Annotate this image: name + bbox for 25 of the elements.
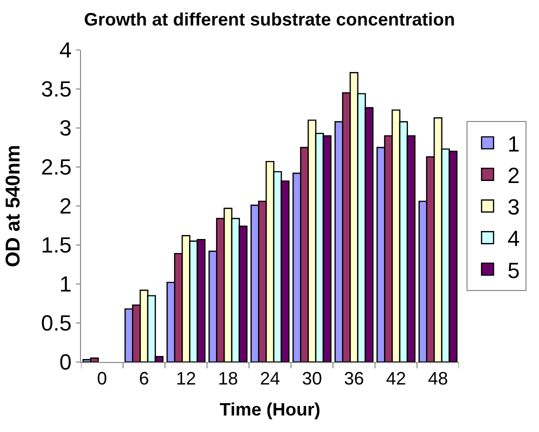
x-tick-label: 30 [302, 368, 322, 389]
x-tick-label: 42 [386, 368, 406, 389]
y-tick-label: 2.5 [41, 154, 72, 180]
x-tick-label: 24 [260, 368, 280, 389]
legend-label: 2 [508, 162, 520, 188]
y-axis-title: OD at 540nm [2, 144, 25, 268]
chart-title: Growth at different substrate concentration [84, 10, 456, 30]
y-tick-label: 3 [59, 116, 72, 141]
y-tick-label: 0.5 [41, 310, 72, 336]
legend-label: 5 [508, 258, 520, 283]
y-tick-label: 1 [59, 272, 72, 297]
y-tick-label: 2 [59, 194, 72, 219]
x-tick-label: 6 [138, 368, 150, 389]
x-tick-label: 48 [428, 368, 448, 389]
y-tick-label: 4 [59, 38, 72, 63]
x-tick-label: 0 [96, 368, 108, 389]
x-axis-title: Time (Hour) [220, 400, 320, 420]
y-tick-label: 3.5 [41, 76, 72, 102]
x-tick-label: 18 [218, 368, 238, 389]
x-tick-label: 12 [176, 368, 196, 389]
legend-label: 4 [508, 226, 520, 252]
y-tick-label: 1.5 [41, 232, 72, 258]
x-tick-label: 36 [344, 368, 364, 389]
legend-label: 3 [508, 194, 520, 220]
legend-label: 1 [508, 131, 520, 156]
